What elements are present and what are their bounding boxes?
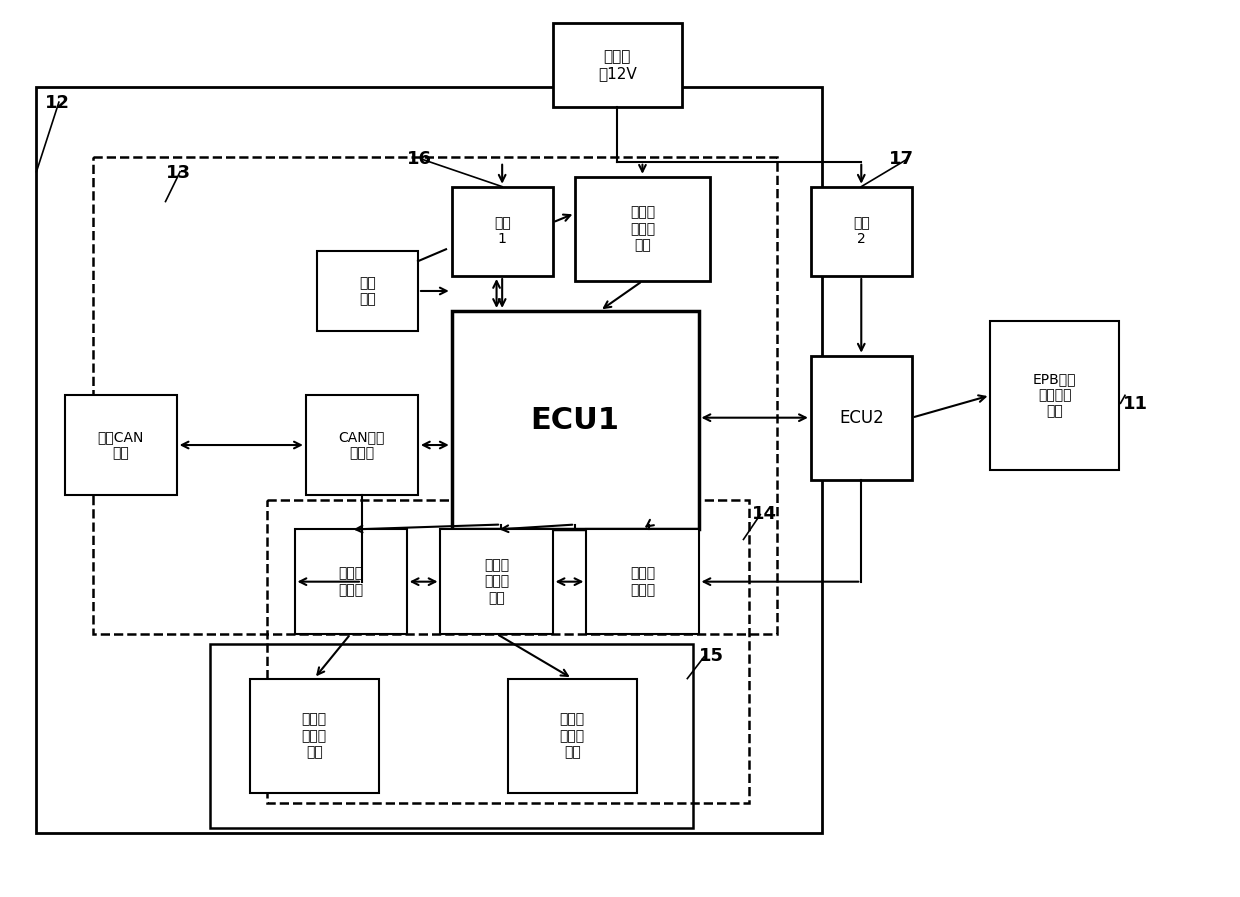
Text: 17: 17 — [889, 150, 914, 168]
Bar — [249, 678, 378, 793]
Bar — [507, 678, 637, 793]
Bar — [93, 157, 777, 634]
Text: 14: 14 — [753, 505, 777, 523]
Text: 11: 11 — [1122, 396, 1148, 414]
Bar — [553, 22, 682, 107]
Text: 车载CAN
总线: 车载CAN 总线 — [98, 430, 144, 460]
Text: 右后车
轮制动
电机: 右后车 轮制动 电机 — [559, 712, 585, 759]
Bar — [36, 87, 822, 832]
Bar — [811, 187, 911, 276]
Bar — [587, 529, 698, 634]
Text: 坡度及
加速度
模块: 坡度及 加速度 模块 — [630, 205, 655, 252]
Text: 13: 13 — [165, 164, 191, 182]
Bar — [811, 355, 911, 480]
Text: 15: 15 — [698, 647, 724, 665]
Bar — [451, 187, 553, 276]
Text: EPB按钮
及其状态
显示: EPB按钮 及其状态 显示 — [1033, 372, 1076, 419]
Text: ECU1: ECU1 — [531, 405, 620, 435]
Bar — [451, 311, 698, 529]
Bar — [267, 500, 749, 803]
Bar — [317, 251, 418, 331]
Bar — [306, 396, 418, 495]
Bar — [575, 177, 709, 281]
Bar — [440, 529, 553, 634]
Text: 电机驱
动模块: 电机驱 动模块 — [630, 567, 655, 597]
Bar — [991, 321, 1120, 470]
Text: CAN总线
收发器: CAN总线 收发器 — [339, 430, 386, 460]
Text: 左后车
轮制动
电机: 左后车 轮制动 电机 — [301, 712, 327, 759]
Text: 电源
2: 电源 2 — [853, 216, 869, 247]
Text: 12: 12 — [46, 94, 71, 112]
Text: ECU2: ECU2 — [839, 409, 884, 427]
Text: 电源
1: 电源 1 — [494, 216, 511, 247]
Text: 车载电
源12V: 车载电 源12V — [598, 48, 636, 81]
Text: 电机驱
动模块: 电机驱 动模块 — [339, 567, 363, 597]
Bar — [295, 529, 407, 634]
Text: 点火
开关: 点火 开关 — [360, 276, 376, 306]
Bar — [211, 644, 693, 828]
Text: 电机电
流检测
模块: 电机电 流检测 模块 — [484, 559, 510, 605]
Bar — [64, 396, 177, 495]
Text: 16: 16 — [407, 150, 432, 168]
